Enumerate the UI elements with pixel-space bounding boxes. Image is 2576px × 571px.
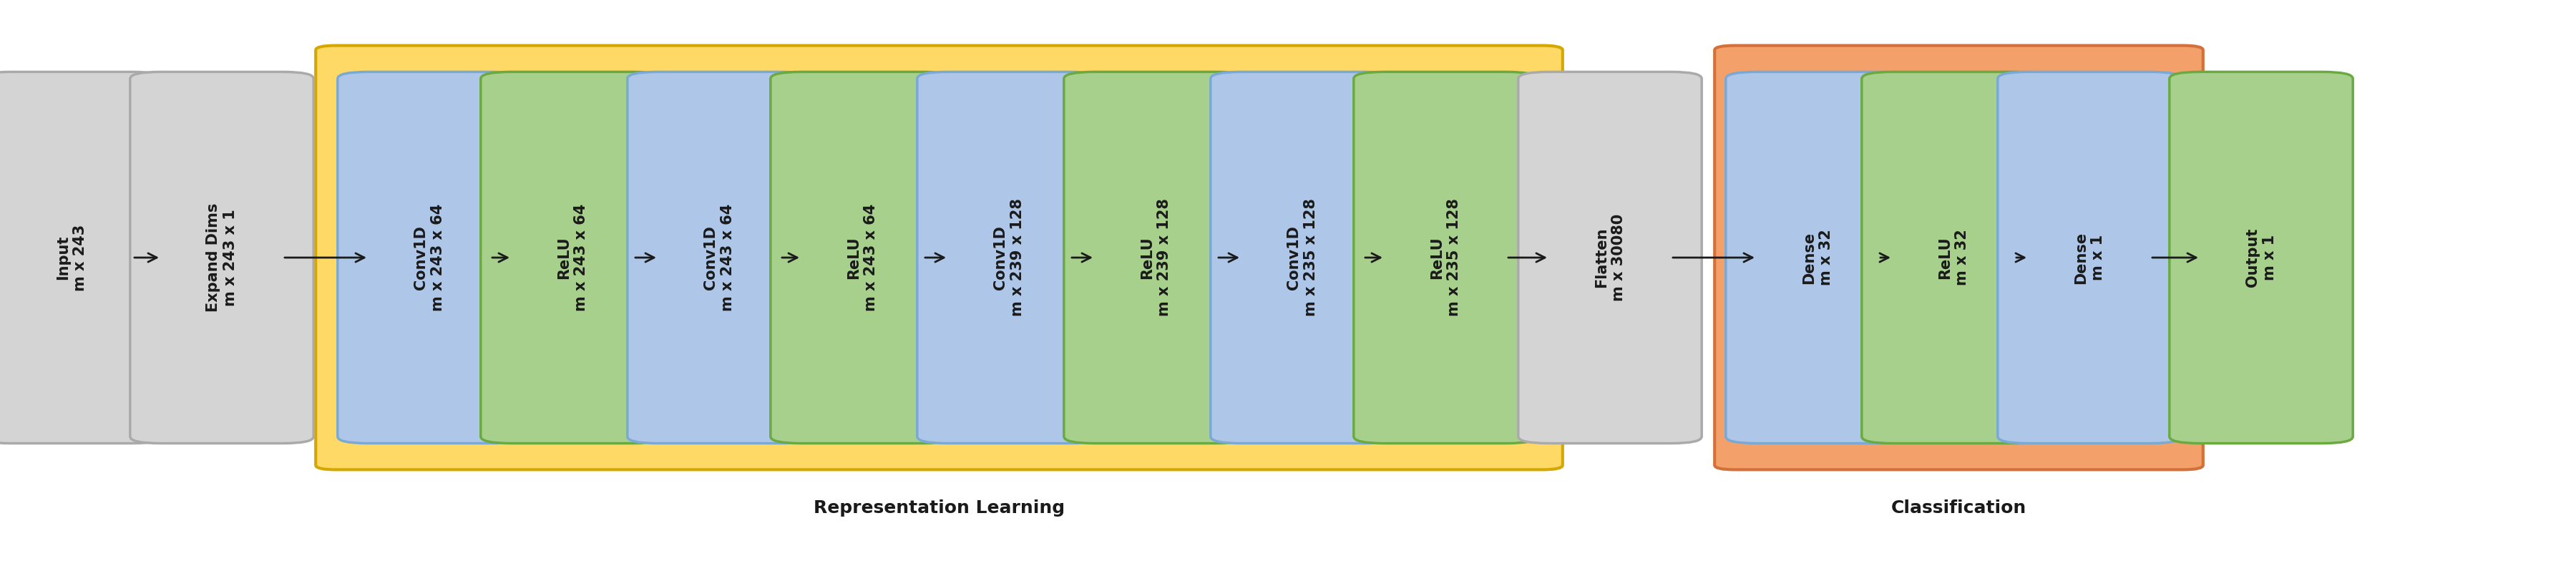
Text: Dense
m x 32: Dense m x 32 (1803, 230, 1834, 286)
Text: ReLU
m x 243 x 64: ReLU m x 243 x 64 (556, 204, 587, 311)
FancyBboxPatch shape (482, 72, 665, 443)
Text: Representation Learning: Representation Learning (814, 500, 1064, 517)
Text: Conv1D
m x 243 x 64: Conv1D m x 243 x 64 (415, 204, 446, 311)
Text: ReLU
m x 235 x 128: ReLU m x 235 x 128 (1430, 199, 1461, 316)
FancyBboxPatch shape (317, 46, 1564, 470)
FancyBboxPatch shape (1211, 72, 1394, 443)
FancyBboxPatch shape (1355, 72, 1538, 443)
Text: Conv1D
m x 239 x 128: Conv1D m x 239 x 128 (994, 199, 1025, 316)
FancyBboxPatch shape (1862, 72, 2045, 443)
Text: ReLU
m x 32: ReLU m x 32 (1937, 230, 1968, 286)
FancyBboxPatch shape (1517, 72, 1703, 443)
Text: Dense
m x 1: Dense m x 1 (2074, 231, 2105, 284)
FancyBboxPatch shape (0, 72, 162, 443)
FancyBboxPatch shape (129, 72, 314, 443)
Text: ReLU
m x 243 x 64: ReLU m x 243 x 64 (848, 204, 878, 311)
Text: ReLU
m x 239 x 128: ReLU m x 239 x 128 (1141, 199, 1172, 316)
Text: Flatten
m x 30080: Flatten m x 30080 (1595, 214, 1625, 301)
Text: Conv1D
m x 243 x 64: Conv1D m x 243 x 64 (703, 204, 734, 311)
FancyBboxPatch shape (1064, 72, 1247, 443)
Text: Input
m x 243: Input m x 243 (57, 224, 88, 291)
FancyBboxPatch shape (1999, 72, 2182, 443)
FancyBboxPatch shape (770, 72, 953, 443)
FancyBboxPatch shape (629, 72, 811, 443)
Text: Expand Dims
m x 243 x 1: Expand Dims m x 243 x 1 (206, 203, 237, 312)
FancyBboxPatch shape (337, 72, 520, 443)
FancyBboxPatch shape (1716, 46, 2202, 470)
Text: Output
m x 1: Output m x 1 (2246, 228, 2277, 287)
Text: Classification: Classification (1891, 500, 2027, 517)
FancyBboxPatch shape (1726, 72, 1909, 443)
Text: Conv1D
m x 235 x 128: Conv1D m x 235 x 128 (1288, 199, 1319, 316)
FancyBboxPatch shape (917, 72, 1100, 443)
FancyBboxPatch shape (2169, 72, 2352, 443)
